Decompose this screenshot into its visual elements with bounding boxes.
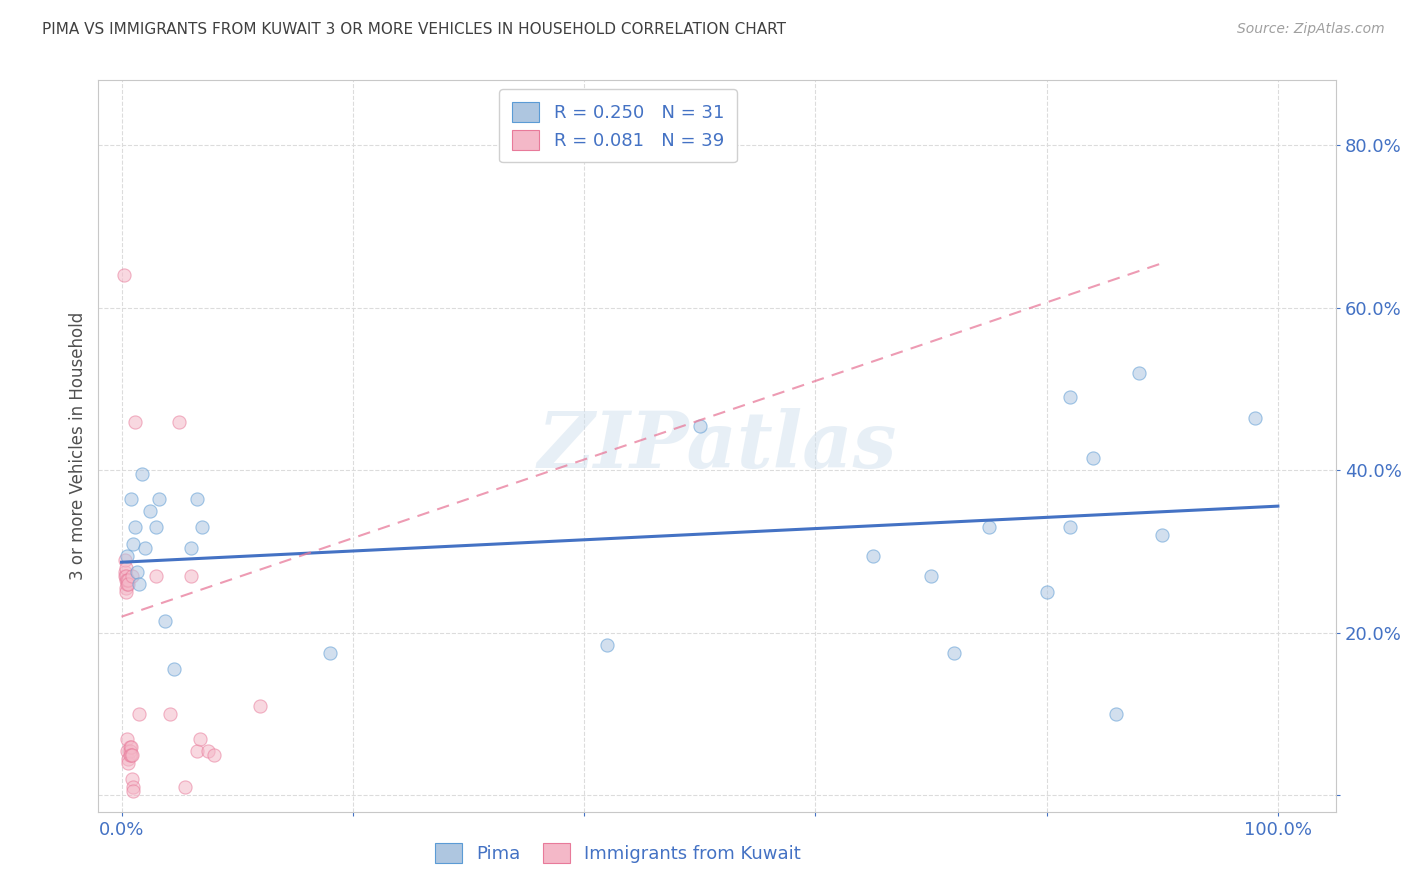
Point — [118, 747, 141, 762]
Point — [596, 638, 619, 652]
Point — [117, 577, 139, 591]
Point — [117, 549, 139, 563]
Point — [1128, 366, 1150, 380]
Point — [121, 569, 143, 583]
Point — [139, 504, 162, 518]
Point — [145, 569, 167, 583]
Text: Source: ZipAtlas.com: Source: ZipAtlas.com — [1237, 22, 1385, 37]
Point — [117, 744, 139, 758]
Text: ZIPatlas: ZIPatlas — [537, 408, 897, 484]
Point — [114, 569, 136, 583]
Point — [134, 541, 156, 555]
Point — [115, 561, 138, 575]
Point — [117, 752, 139, 766]
Point — [121, 747, 143, 762]
Point — [117, 577, 139, 591]
Point — [121, 772, 143, 787]
Point — [162, 663, 184, 677]
Point — [318, 646, 340, 660]
Point — [689, 418, 711, 433]
Point — [118, 744, 141, 758]
Point — [174, 780, 197, 795]
Point — [122, 784, 145, 798]
Point — [114, 553, 136, 567]
Point — [117, 573, 139, 587]
Legend: Pima, Immigrants from Kuwait: Pima, Immigrants from Kuwait — [426, 834, 810, 872]
Point — [148, 491, 170, 506]
Point — [1243, 410, 1265, 425]
Point — [124, 415, 146, 429]
Point — [197, 744, 219, 758]
Point — [125, 565, 148, 579]
Point — [1059, 390, 1081, 404]
Point — [114, 565, 136, 579]
Point — [188, 731, 211, 746]
Point — [122, 780, 145, 795]
Point — [943, 646, 966, 660]
Point — [128, 707, 150, 722]
Point — [1035, 585, 1057, 599]
Point — [120, 739, 142, 754]
Point — [120, 747, 142, 762]
Point — [115, 581, 138, 595]
Point — [122, 536, 145, 550]
Point — [862, 549, 884, 563]
Point — [1105, 707, 1128, 722]
Point — [131, 467, 153, 482]
Text: PIMA VS IMMIGRANTS FROM KUWAIT 3 OR MORE VEHICLES IN HOUSEHOLD CORRELATION CHART: PIMA VS IMMIGRANTS FROM KUWAIT 3 OR MORE… — [42, 22, 786, 37]
Point — [117, 573, 139, 587]
Point — [115, 585, 138, 599]
Point — [115, 573, 138, 587]
Point — [1152, 528, 1174, 542]
Point — [155, 614, 177, 628]
Point — [118, 739, 141, 754]
Y-axis label: 3 or more Vehicles in Household: 3 or more Vehicles in Household — [69, 312, 87, 580]
Point — [169, 415, 191, 429]
Point — [117, 731, 139, 746]
Point — [202, 747, 225, 762]
Point — [180, 541, 202, 555]
Point — [920, 569, 942, 583]
Point — [977, 520, 1000, 534]
Point — [249, 699, 271, 714]
Point — [112, 268, 135, 283]
Point — [186, 744, 208, 758]
Point — [128, 577, 150, 591]
Point — [191, 520, 214, 534]
Point — [180, 569, 202, 583]
Point — [186, 491, 208, 506]
Point — [120, 491, 142, 506]
Point — [1081, 451, 1104, 466]
Point — [145, 520, 167, 534]
Point — [124, 520, 146, 534]
Point — [1059, 520, 1081, 534]
Point — [159, 707, 181, 722]
Point — [115, 569, 138, 583]
Point — [117, 756, 139, 770]
